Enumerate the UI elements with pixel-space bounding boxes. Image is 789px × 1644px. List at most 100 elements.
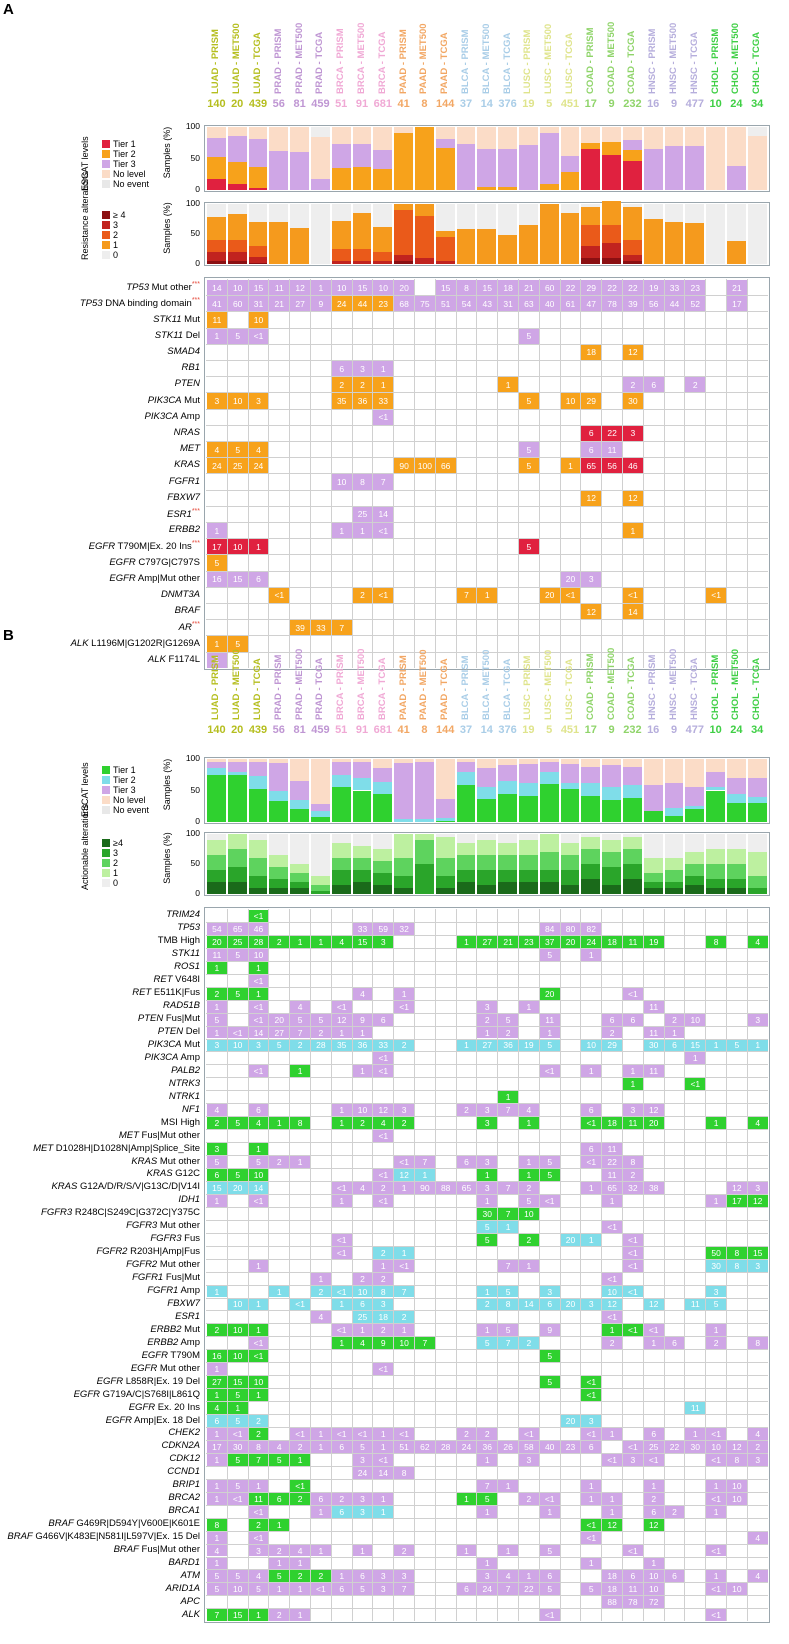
row-label: FGFR2 R203H|Amp|Fus (0, 1246, 200, 1257)
legend-swatch (102, 806, 110, 814)
row-label: EGFR T790M (0, 1350, 200, 1361)
gene-name: EGFR (141, 1349, 168, 1361)
grid-line (601, 909, 603, 1622)
grid-cell: 3 (207, 393, 227, 409)
bar-segment-empty (643, 834, 663, 858)
gene-name: BRAF (113, 1544, 139, 1556)
grid-line (206, 1271, 768, 1273)
bar-segment (539, 183, 559, 190)
grid-cell: 22 (602, 280, 622, 296)
column-label: CHOL - MET500 (730, 648, 742, 720)
grid-cell: 2 (519, 1337, 539, 1350)
grid-cell: 15 (747, 1246, 768, 1259)
grid-line (206, 1090, 768, 1092)
grid-line (206, 1168, 768, 1169)
bar-segment (373, 849, 393, 861)
bar-segment (498, 882, 517, 894)
grid-cell: 18 (373, 1311, 394, 1324)
grid-cell: 6 (248, 1104, 269, 1117)
grid-cell: 3 (477, 1000, 498, 1013)
alteration-name: Fus|Mut other (138, 1129, 200, 1141)
grid-cell: 5 (352, 1440, 373, 1453)
legend-item: 2 (102, 230, 118, 240)
bar-segment (269, 762, 289, 792)
grid-cell: 14 (519, 1298, 539, 1311)
bar-segment-empty (581, 204, 601, 207)
grid-line (310, 909, 311, 1622)
gene-name: ERBB2 (150, 1323, 182, 1335)
grid-cell: 1 (311, 1505, 331, 1518)
grid-cell: 10 (727, 1492, 747, 1505)
grid-cell: 2 (269, 1156, 290, 1168)
grid-cell: 90 (394, 458, 414, 474)
bar-segment-empty (706, 204, 725, 264)
grid-line (206, 1530, 768, 1532)
legend-item: Tier 2 (102, 149, 136, 159)
grid-cell: <1 (331, 1428, 352, 1440)
row-label: ARID1A (0, 1583, 200, 1594)
grid-cell: 4 (331, 935, 352, 948)
grid-cell: 14 (248, 1026, 269, 1039)
y-tick-label: 100 (185, 753, 200, 763)
bar-segment-empty (685, 204, 705, 224)
bar-segment (290, 809, 309, 822)
grid-cell: 1 (643, 1337, 664, 1350)
grid-cell: 29 (581, 393, 602, 409)
grid-cell: 1 (269, 1285, 290, 1298)
alteration-name: T790M|Ex. 20 Ins (115, 541, 192, 553)
grid-cell: 1 (311, 935, 331, 948)
bar-segment (269, 759, 289, 763)
gene-name: APC (180, 1595, 200, 1607)
grid-cell: 39 (623, 296, 643, 312)
row-label: BRCA2 (0, 1492, 200, 1503)
bar-segment (706, 879, 725, 888)
grid-cell: 3 (352, 1492, 373, 1505)
alteration-name: Amp|Mut other (135, 572, 200, 584)
bar-segment (623, 255, 642, 261)
bar-segment (727, 241, 746, 264)
row-label: BARD1 (0, 1557, 200, 1568)
bar-plot-frame (204, 202, 770, 266)
row-label: KRAS Mut other (0, 1156, 200, 1167)
bar-segment (227, 882, 247, 894)
grid-cell: 30 (643, 1039, 664, 1052)
bar-segment (519, 764, 538, 783)
grid-cell: 30 (227, 1440, 248, 1453)
grid-cell: <1 (373, 523, 394, 539)
grid-line (206, 1543, 768, 1545)
bar-segment (373, 226, 393, 252)
bar-segment (498, 843, 517, 855)
grid-cell: <1 (706, 1428, 726, 1440)
legend-swatch (102, 796, 110, 804)
bar-segment (727, 166, 746, 190)
bar-segment (623, 127, 642, 141)
column-label: BRCA - MET500 (356, 22, 367, 94)
bar-segment (207, 252, 226, 261)
gene-name: PTEN (137, 1013, 164, 1025)
column-n: 16 (647, 724, 660, 736)
grid-cell: 2 (248, 1415, 269, 1427)
bar-segment (685, 864, 705, 876)
bar-segment (456, 870, 476, 882)
grid-cell: 2 (248, 1428, 269, 1440)
grid-cell: 5 (477, 1233, 498, 1246)
row-label: TMB High (0, 935, 200, 946)
bar-segment (248, 888, 268, 894)
grid-cell: 2 (685, 377, 706, 393)
column-label: LUAD - TCGA (252, 32, 263, 94)
bar-segment-empty (623, 204, 642, 207)
grid-cell: 4 (207, 1544, 227, 1557)
bar-segment (331, 858, 351, 870)
grid-cell: 21 (269, 296, 290, 312)
bar-segment (207, 217, 226, 240)
gene-name: STK11 (153, 313, 182, 325)
grid-cell: 4 (747, 935, 768, 948)
grid-line (206, 934, 768, 936)
grid-cell: 1 (207, 1194, 227, 1207)
grid-cell: 15 (227, 1609, 248, 1622)
bar-segment (581, 246, 601, 258)
bar-segment (560, 764, 580, 783)
bar-segment (207, 840, 226, 855)
grid-cell: 6 (581, 1104, 602, 1117)
grid-cell: 11 (623, 935, 643, 948)
